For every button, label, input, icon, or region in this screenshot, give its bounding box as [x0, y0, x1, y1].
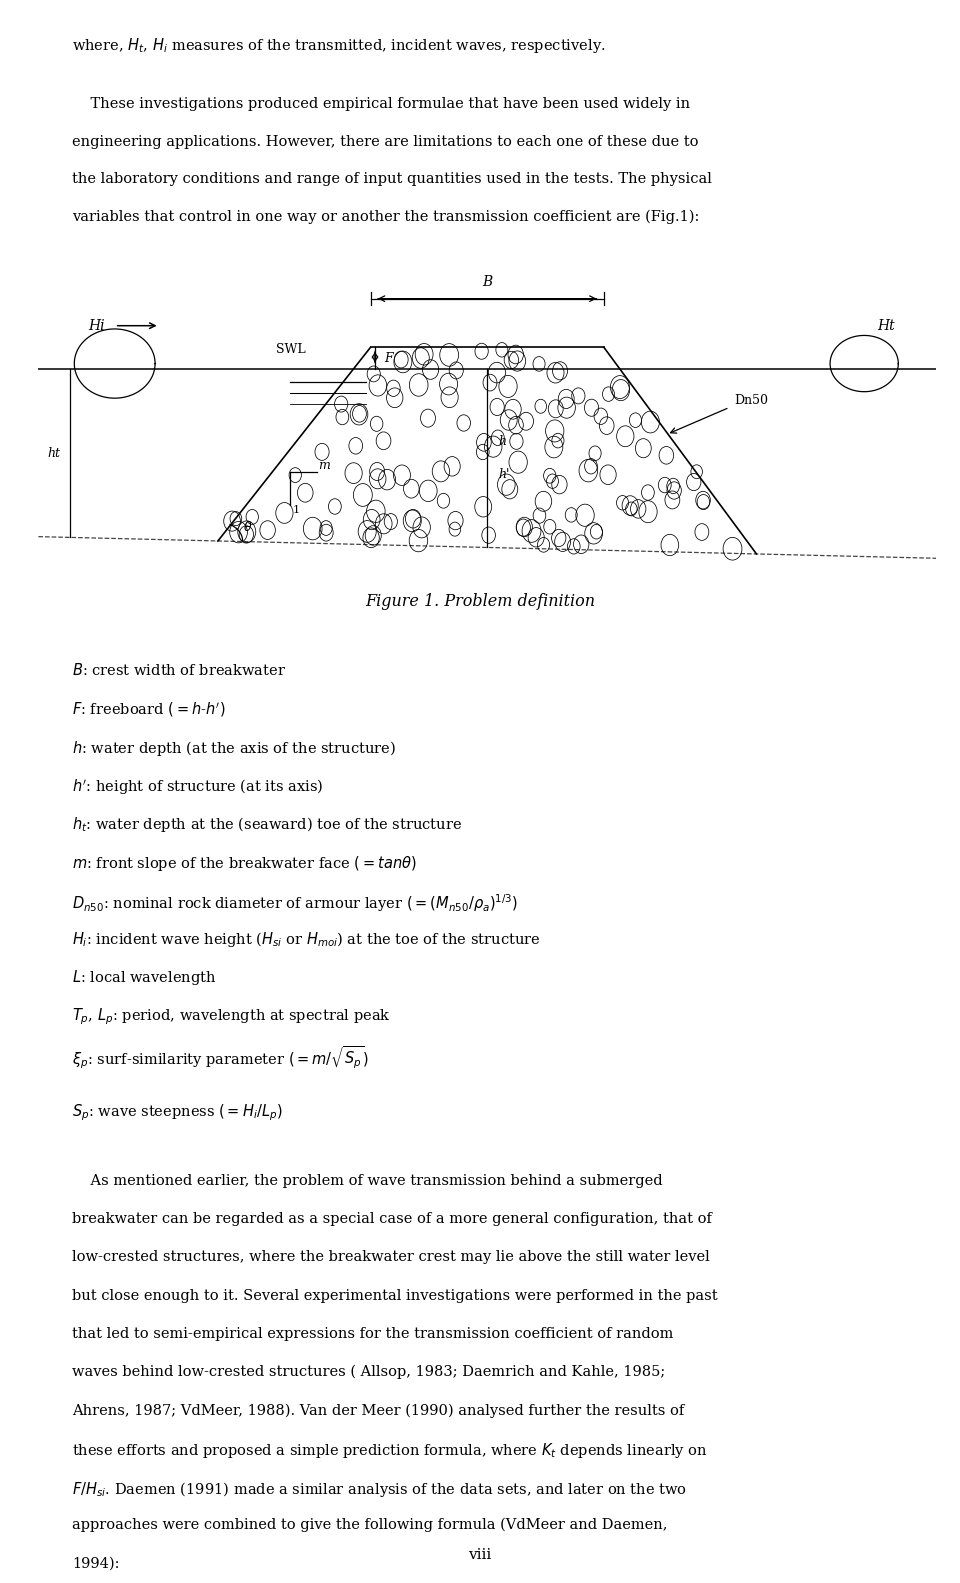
Text: Ht: Ht: [877, 318, 896, 332]
Text: Figure 1. Problem definition: Figure 1. Problem definition: [365, 594, 595, 609]
Text: F: F: [384, 351, 393, 364]
Text: $\theta$: $\theta$: [243, 521, 252, 533]
Text: $h'$: height of structure (at its axis): $h'$: height of structure (at its axis): [72, 777, 324, 796]
Text: breakwater can be regarded as a special case of a more general configuration, th: breakwater can be regarded as a special …: [72, 1213, 712, 1227]
Text: where, $H_t$, $H_i$ measures of the transmitted, incident waves, respectively.: where, $H_t$, $H_i$ measures of the tran…: [72, 36, 606, 55]
Text: $D_{n50}$: nominal rock diameter of armour layer $(=(M_{n50}/\rho_a)^{1/3})$: $D_{n50}$: nominal rock diameter of armo…: [72, 891, 518, 913]
Text: SWL: SWL: [276, 344, 306, 356]
Text: 1994):: 1994):: [72, 1556, 119, 1570]
Text: $B$: crest width of breakwater: $B$: crest width of breakwater: [72, 663, 286, 679]
Text: Ahrens, 1987; VdMeer, 1988). Van der Meer (1990) analysed further the results of: Ahrens, 1987; VdMeer, 1988). Van der Mee…: [72, 1403, 684, 1418]
Text: these efforts and proposed a simple prediction formula, where $K_t$ depends line: these efforts and proposed a simple pred…: [72, 1442, 708, 1461]
Text: the laboratory conditions and range of input quantities used in the tests. The p: the laboratory conditions and range of i…: [72, 173, 712, 187]
Text: $T_p$, $L_p$: period, wavelength at spectral peak: $T_p$, $L_p$: period, wavelength at spec…: [72, 1007, 391, 1027]
Text: B: B: [482, 275, 492, 290]
Text: Dn50: Dn50: [734, 394, 768, 407]
Text: low-crested structures, where the breakwater crest may lie above the still water: low-crested structures, where the breakw…: [72, 1251, 709, 1265]
Text: 1: 1: [293, 505, 300, 516]
Text: Hi: Hi: [87, 318, 105, 332]
Text: h': h': [498, 469, 510, 481]
Text: $L$: local wavelength: $L$: local wavelength: [72, 969, 217, 988]
Text: $H_i$: incident wave height ($H_{si}$ or $H_{moi}$) at the toe of the structure: $H_i$: incident wave height ($H_{si}$ or…: [72, 931, 540, 950]
Text: viii: viii: [468, 1548, 492, 1562]
Text: variables that control in one way or another the transmission coefficient are (F: variables that control in one way or ano…: [72, 209, 700, 223]
Text: $F/H_{si}$. Daemen (1991) made a similar analysis of the data sets, and later on: $F/H_{si}$. Daemen (1991) made a similar…: [72, 1480, 687, 1499]
Text: $h$: water depth (at the axis of the structure): $h$: water depth (at the axis of the str…: [72, 739, 396, 758]
Text: but close enough to it. Several experimental investigations were performed in th: but close enough to it. Several experime…: [72, 1289, 718, 1303]
Text: $S_p$: wave steepness $(=H_i/L_p)$: $S_p$: wave steepness $(=H_i/L_p)$: [72, 1102, 283, 1122]
Text: $m$: front slope of the breakwater face $(=\mathit{tan}\theta)$: $m$: front slope of the breakwater face …: [72, 853, 417, 872]
Text: m: m: [319, 459, 330, 472]
Text: As mentioned earlier, the problem of wave transmission behind a submerged: As mentioned earlier, the problem of wav…: [72, 1175, 662, 1187]
Text: engineering applications. However, there are limitations to each one of these du: engineering applications. However, there…: [72, 135, 699, 149]
Text: ht: ht: [47, 446, 60, 459]
Text: These investigations produced empirical formulae that have been used widely in: These investigations produced empirical …: [72, 98, 690, 111]
Text: h: h: [498, 435, 506, 448]
Text: $h_t$: water depth at the (seaward) toe of the structure: $h_t$: water depth at the (seaward) toe …: [72, 815, 462, 834]
Text: $F$: freeboard $(=h$-$h')$: $F$: freeboard $(=h$-$h')$: [72, 701, 226, 719]
Text: waves behind low-crested structures ( Allsop, 1983; Daemrich and Kahle, 1985;: waves behind low-crested structures ( Al…: [72, 1365, 665, 1379]
Text: $\xi_p$: surf-similarity parameter $(=m/\sqrt{S_p})$: $\xi_p$: surf-similarity parameter $(=m/…: [72, 1045, 369, 1072]
Text: that led to semi-empirical expressions for the transmission coefficient of rando: that led to semi-empirical expressions f…: [72, 1327, 673, 1341]
Text: approaches were combined to give the following formula (VdMeer and Daemen,: approaches were combined to give the fol…: [72, 1518, 667, 1532]
